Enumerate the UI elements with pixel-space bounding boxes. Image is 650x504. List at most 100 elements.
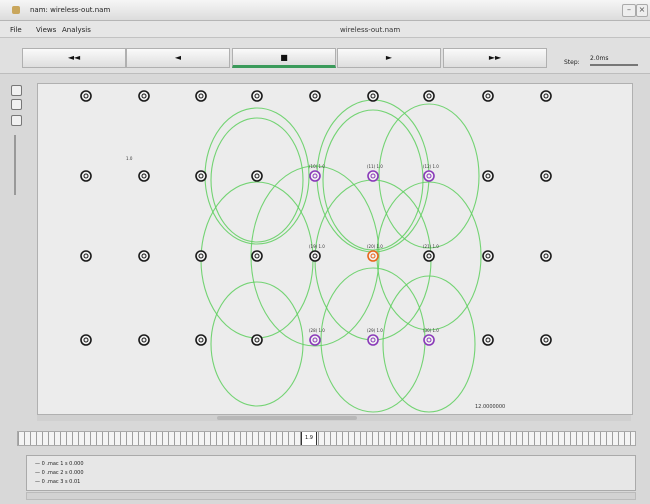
network-node[interactable] — [423, 250, 435, 262]
step-value: 2.0ms — [590, 55, 609, 62]
network-node[interactable] — [423, 90, 435, 102]
fast-forward-button[interactable]: ►► — [443, 48, 547, 68]
network-node[interactable] — [80, 90, 92, 102]
file-name-label: wireless-out.nam — [340, 26, 401, 34]
app-icon — [12, 6, 20, 14]
network-node-core — [141, 253, 147, 259]
zoom-toolbar — [7, 83, 27, 413]
network-node[interactable] — [309, 90, 321, 102]
network-node[interactable] — [138, 170, 150, 182]
network-node-core — [198, 337, 204, 343]
pan-icon[interactable] — [11, 115, 22, 126]
network-node-core — [198, 253, 204, 259]
network-node-core — [198, 93, 204, 99]
time-ticks — [18, 432, 635, 445]
network-node-core — [426, 93, 432, 99]
network-node-core — [485, 337, 491, 343]
menu-file[interactable]: File — [10, 26, 22, 34]
network-node[interactable] — [482, 334, 494, 346]
network-node[interactable] — [251, 170, 263, 182]
network-node[interactable] — [540, 334, 552, 346]
node-label: (29) 1.0 — [367, 328, 383, 333]
network-node[interactable] — [367, 334, 379, 346]
transmission-range-ring — [210, 117, 304, 243]
network-node[interactable] — [423, 170, 435, 182]
zoom-slider[interactable] — [14, 135, 16, 195]
transmission-range-ring — [322, 109, 424, 251]
network-node-core — [254, 337, 260, 343]
canvas-annotation: 12.0000000 — [475, 404, 506, 410]
node-label: (20) 1.0 — [367, 244, 383, 249]
network-node-core — [83, 93, 89, 99]
stop-button[interactable]: ■ — [232, 48, 336, 68]
network-node[interactable] — [367, 170, 379, 182]
network-node[interactable] — [367, 250, 379, 262]
network-node[interactable] — [423, 334, 435, 346]
network-node[interactable] — [80, 334, 92, 346]
network-node[interactable] — [367, 90, 379, 102]
node-label: (10) 1.0 — [309, 164, 325, 169]
node-label: (30) 1.0 — [423, 328, 439, 333]
network-node[interactable] — [482, 170, 494, 182]
network-node-core — [543, 173, 549, 179]
time-slider[interactable]: 1.9 — [17, 431, 636, 446]
network-node[interactable] — [309, 170, 321, 182]
scroll-thumb[interactable] — [217, 416, 357, 420]
network-node-core — [198, 173, 204, 179]
transmission-range-ring — [210, 281, 304, 407]
network-node[interactable] — [195, 250, 207, 262]
network-node[interactable] — [138, 250, 150, 262]
zoom-in-icon[interactable] — [11, 85, 22, 96]
network-node-core — [370, 253, 376, 259]
network-node[interactable] — [251, 250, 263, 262]
node-label: (21) 1.0 — [423, 244, 439, 249]
node-label: (12) 1.0 — [423, 164, 439, 169]
network-node[interactable] — [80, 250, 92, 262]
transmission-range-ring — [382, 275, 476, 413]
network-graph: (10) 1.0 (11) 1.0 (12) 1.0 (19) 1.0 (20) 1.0… — [80, 90, 552, 413]
network-node[interactable] — [80, 170, 92, 182]
network-node[interactable] — [540, 90, 552, 102]
network-node[interactable] — [251, 90, 263, 102]
network-node-core — [485, 173, 491, 179]
network-node-core — [83, 173, 89, 179]
time-marker[interactable]: 1.9 — [301, 432, 317, 445]
network-node-core — [426, 173, 432, 179]
network-node-core — [370, 93, 376, 99]
network-node[interactable] — [482, 250, 494, 262]
step-slider[interactable] — [590, 64, 638, 66]
network-node-core — [543, 93, 549, 99]
network-node-core — [254, 253, 260, 259]
network-node-core — [141, 173, 147, 179]
menu-bar: File Views Analysis wireless-out.nam — [0, 21, 650, 38]
play-forward-button[interactable]: ► — [337, 48, 441, 68]
play-backward-button[interactable]: ◄ — [126, 48, 230, 68]
network-node[interactable] — [195, 170, 207, 182]
rewind-button[interactable]: ◄◄ — [22, 48, 126, 68]
zoom-out-icon[interactable] — [11, 99, 22, 110]
network-node-core — [426, 253, 432, 259]
network-node[interactable] — [138, 90, 150, 102]
menu-views[interactable]: Views — [36, 26, 57, 34]
network-node[interactable] — [251, 334, 263, 346]
network-node[interactable] — [309, 250, 321, 262]
close-icon[interactable]: × — [636, 4, 648, 17]
network-node[interactable] — [482, 90, 494, 102]
cursor-label: 1.0 — [126, 156, 133, 161]
network-node[interactable] — [195, 90, 207, 102]
horizontal-scrollbar[interactable] — [37, 415, 631, 421]
window-title: nam: wireless-out.nam — [30, 6, 111, 14]
network-node[interactable] — [138, 334, 150, 346]
minimize-icon[interactable]: – — [622, 4, 636, 17]
network-node-core — [312, 337, 318, 343]
network-node[interactable] — [540, 250, 552, 262]
network-canvas[interactable]: (10) 1.0 (11) 1.0 (12) 1.0 (19) 1.0 (20) 1.0… — [37, 83, 633, 415]
menu-analysis[interactable]: Analysis — [62, 26, 91, 34]
network-node-core — [312, 253, 318, 259]
network-node[interactable] — [309, 334, 321, 346]
network-node-core — [543, 253, 549, 259]
network-node-core — [426, 337, 432, 343]
network-node[interactable] — [195, 334, 207, 346]
network-node-core — [312, 93, 318, 99]
network-node[interactable] — [540, 170, 552, 182]
